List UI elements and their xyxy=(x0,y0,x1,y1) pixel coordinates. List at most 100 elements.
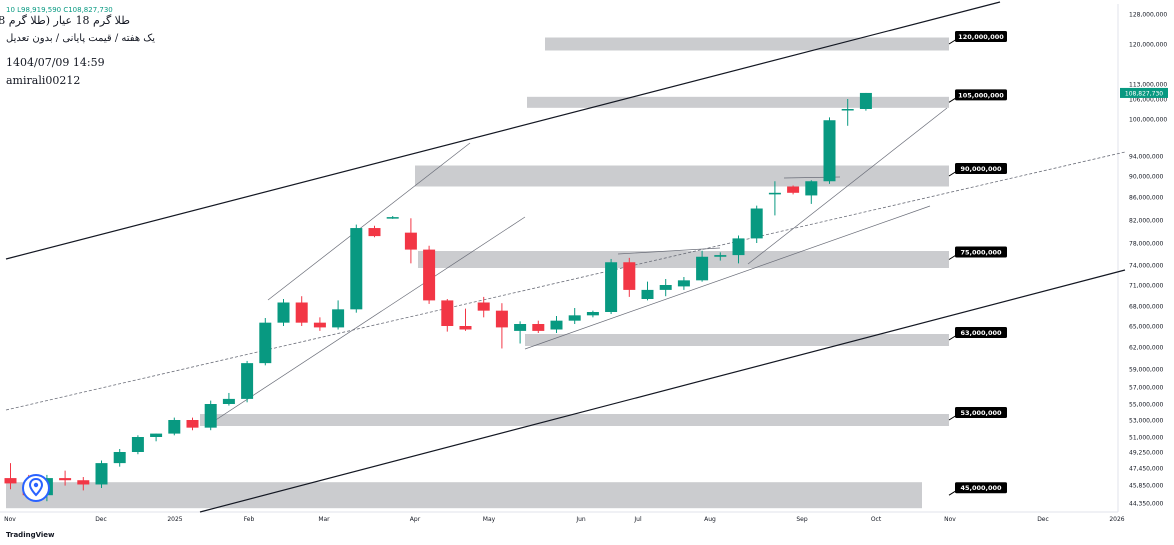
x-tick-label: Oct xyxy=(871,516,882,523)
zone-rect xyxy=(545,37,949,51)
zone-rect xyxy=(418,251,949,268)
candle-body xyxy=(605,262,618,312)
candle-body xyxy=(59,478,72,481)
zone-rect xyxy=(525,334,949,346)
candle-body xyxy=(750,208,763,239)
level-label-text: 45,000,000 xyxy=(960,484,1002,492)
candle-body xyxy=(277,302,290,323)
tradingview-logo: TradingView xyxy=(6,531,55,539)
level-label-text: 90,000,000 xyxy=(960,165,1002,173)
candle-body xyxy=(641,289,654,299)
candle-body xyxy=(113,452,126,464)
level-label-box xyxy=(955,246,1007,258)
level-label-box xyxy=(955,89,1007,101)
candle-body xyxy=(495,310,508,328)
y-tick-label: 44,350,000 xyxy=(1129,501,1164,508)
y-tick-label: 53,000,000 xyxy=(1129,418,1164,425)
y-tick-label: 51,000,000 xyxy=(1129,435,1164,442)
level-label-text: 63,000,000 xyxy=(960,329,1002,337)
zone-rect xyxy=(415,165,949,187)
candle-body xyxy=(204,404,217,428)
candle-body xyxy=(696,256,709,281)
candle-body xyxy=(313,322,326,328)
y-tick-label: 62,000,000 xyxy=(1129,345,1164,352)
y-tick-label: 47,450,000 xyxy=(1129,466,1164,473)
x-tick-label: Jul xyxy=(633,516,642,523)
level-label-box xyxy=(955,31,1007,42)
candle-body xyxy=(150,433,163,437)
candle-body xyxy=(586,312,599,316)
level-label-text: 53,000,000 xyxy=(960,409,1002,417)
y-tick-label: 128,000,000 xyxy=(1129,12,1167,19)
level-label-box xyxy=(955,407,1007,418)
trend-line xyxy=(617,247,721,255)
candle-body xyxy=(805,181,818,196)
x-tick-label: Aug xyxy=(704,516,716,523)
x-tick-label: Apr xyxy=(410,516,421,523)
x-tick-label: Feb xyxy=(244,516,255,523)
candle-body xyxy=(423,249,436,301)
x-tick-label: Sep xyxy=(796,516,808,523)
candle-body xyxy=(350,228,363,310)
author-name: amirali00212 xyxy=(6,74,81,87)
y-tick-label: 71,000,000 xyxy=(1129,283,1164,290)
trend-line xyxy=(267,142,471,301)
candle-body xyxy=(368,228,381,237)
candle-body xyxy=(550,320,563,330)
x-tick-label: Nov xyxy=(944,516,956,523)
x-tick-label: Dec xyxy=(1037,516,1049,523)
candle-body xyxy=(823,120,836,182)
candle-body xyxy=(623,262,636,290)
channel-lower-line xyxy=(199,269,1126,513)
channel-upper-line xyxy=(5,1,1001,260)
y-tick-label: 45,850,000 xyxy=(1129,483,1164,490)
candle-body xyxy=(441,300,454,326)
candle-body xyxy=(168,420,181,434)
level-label-box xyxy=(955,482,1007,494)
candle-body xyxy=(659,285,672,290)
location-pin-icon[interactable] xyxy=(22,474,50,502)
candle-body xyxy=(841,109,854,111)
candle-body xyxy=(222,398,235,404)
y-tick-label: 68,000,000 xyxy=(1129,304,1164,311)
y-tick-label: 59,000,000 xyxy=(1129,367,1164,374)
y-tick-label: 113,000,000 xyxy=(1129,82,1167,89)
candle-body xyxy=(732,238,745,256)
y-tick-label: 55,000,000 xyxy=(1129,402,1164,409)
candle-body xyxy=(787,186,800,193)
candle-body xyxy=(532,324,545,331)
x-tick-label: Jun xyxy=(575,516,586,523)
trend-line xyxy=(524,205,931,350)
y-tick-label: 86,000,000 xyxy=(1129,195,1164,202)
candle-body xyxy=(859,92,872,109)
x-tick-label: Nov xyxy=(4,516,16,523)
x-tick-label: May xyxy=(483,516,496,523)
candle-body xyxy=(332,309,345,328)
candle-body xyxy=(186,420,199,428)
y-tick-label: 57,000,000 xyxy=(1129,385,1164,392)
last-price-tag xyxy=(1120,87,1168,98)
candle-body xyxy=(259,322,272,364)
candle-body xyxy=(714,255,727,257)
y-tick-label: 78,000,000 xyxy=(1129,241,1164,248)
candle-body xyxy=(241,363,254,399)
candle-body xyxy=(768,192,781,195)
candle-body xyxy=(677,280,690,287)
y-tick-label: 106,000,000 xyxy=(1129,97,1167,104)
level-label-text: 120,000,000 xyxy=(958,33,1004,41)
chart-subtitle: یک هفته / قیمت پایانی / بدون تعدیل xyxy=(6,33,156,44)
x-tick-label: Mar xyxy=(318,516,330,523)
y-tick-label: 94,000,000 xyxy=(1129,154,1164,161)
timestamp: 1404/07/09 14:59 xyxy=(6,56,105,69)
x-tick-label: 2025 xyxy=(167,516,182,523)
candle-body xyxy=(295,302,308,323)
trend-line xyxy=(204,216,526,428)
level-label-text: 105,000,000 xyxy=(958,91,1004,99)
last-price-label: 108,827,730 xyxy=(1125,90,1163,97)
candle-body xyxy=(477,302,490,311)
candle-body xyxy=(95,463,108,485)
zone-rect xyxy=(6,482,922,509)
zone-rect xyxy=(200,414,949,426)
